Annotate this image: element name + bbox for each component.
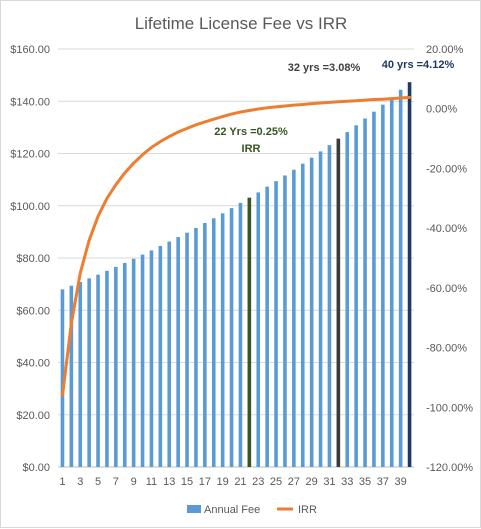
bar-annual-fee (381, 104, 385, 468)
bar-annual-fee (256, 192, 261, 467)
x-tick-label: 39 (395, 476, 407, 488)
bar-annual-fee (398, 89, 403, 467)
x-tick-label: 27 (288, 476, 300, 488)
y-left-tick-label: $0.00 (22, 462, 50, 474)
y-left-tick-label: $120.00 (10, 149, 50, 161)
right-axis-labels: -120.00% -100.00% -80.00% -60.00% -40.00% -20… (426, 44, 473, 474)
bar-annual-fee (372, 111, 376, 467)
x-tick-label: 37 (377, 476, 389, 488)
x-tick-label: 31 (323, 476, 335, 488)
bar-annual-fee (354, 125, 358, 467)
bar-annual-fee (78, 282, 83, 467)
x-tick-label: 17 (199, 476, 211, 488)
y-left-tick-label: $100.00 (10, 201, 50, 213)
annotation-label: IRR (242, 143, 261, 155)
irr-line-group (61, 95, 412, 397)
x-axis-labels: 1 3 5 7 9 11 13 15 17 19 21 23 25 27 29 31 33 35 37 39 (59, 476, 406, 488)
y-right-tick-label: -100.00% (426, 402, 473, 414)
x-tick-label: 21 (234, 476, 246, 488)
annotation-label: 22 Yrs =0.25% (214, 126, 288, 138)
bar-annual-fee (185, 232, 189, 467)
legend-label-irr: IRR (298, 504, 317, 516)
x-tick-label: 25 (270, 476, 282, 488)
bar-annual-fee (69, 285, 74, 467)
legend-label-annual-fee: Annual Fee (204, 504, 260, 516)
bar-annual-fee (158, 245, 163, 467)
y-left-tick-label: $60.00 (16, 305, 50, 317)
bar-annual-fee (176, 237, 180, 467)
bar-annual-fee (87, 278, 91, 467)
x-tick-label: 29 (306, 476, 318, 488)
bar-annual-fee (60, 289, 65, 467)
bar-annual-fee (336, 138, 341, 467)
x-tick-label: 33 (341, 476, 353, 488)
bar-annual-fee (203, 222, 207, 467)
x-tick-label: 13 (163, 476, 175, 488)
bar-annual-fee (407, 82, 412, 468)
annotation-label: 32 yrs =3.08% (288, 62, 361, 74)
annotation-label: 40 yrs =4.12% (382, 59, 455, 71)
bar-annual-fee (149, 250, 154, 467)
bar-annual-fee (114, 266, 118, 467)
x-tick-label: 9 (131, 476, 137, 488)
bar-annual-fee (318, 151, 323, 467)
x-tick-label: 19 (217, 476, 229, 488)
y-left-tick-label: $40.00 (16, 358, 50, 370)
y-right-tick-label: -40.00% (426, 223, 467, 235)
annotations: 22 Yrs =0.25% IRR 32 yrs =3.08% 40 yrs =4.1… (214, 59, 454, 155)
bars-group (60, 82, 412, 468)
x-tick-label: 15 (181, 476, 193, 488)
bar-annual-fee (220, 213, 225, 467)
legend: Annual Fee IRR (187, 504, 317, 516)
x-tick-label: 35 (359, 476, 371, 488)
bar-annual-fee (131, 258, 136, 467)
bar-annual-fee (247, 197, 252, 467)
bar-annual-fee (389, 97, 394, 468)
bar-annual-fee (300, 163, 305, 467)
x-tick-label: 7 (113, 476, 119, 488)
x-tick-label: 3 (77, 476, 83, 488)
bar-annual-fee (105, 270, 109, 467)
irr-line (61, 95, 412, 397)
y-left-tick-label: $80.00 (16, 253, 50, 265)
bar-annual-fee (122, 262, 127, 467)
bar-annual-fee (309, 157, 314, 467)
bar-annual-fee (327, 145, 332, 467)
x-tick-label: 1 (59, 476, 65, 488)
y-right-tick-label: -20.00% (426, 163, 467, 175)
bar-annual-fee (194, 227, 198, 467)
y-left-tick-label: $160.00 (10, 44, 50, 56)
y-right-tick-label: 20.00% (426, 44, 464, 56)
y-right-tick-label: 0.00% (426, 104, 457, 116)
bar-annual-fee (229, 208, 234, 467)
bar-annual-fee (211, 218, 216, 467)
bar-annual-fee (292, 169, 296, 467)
bar-annual-fee (363, 118, 367, 468)
bar-annual-fee (283, 175, 287, 467)
bar-annual-fee (265, 186, 269, 467)
y-right-tick-label: -120.00% (426, 462, 473, 474)
x-tick-label: 23 (252, 476, 264, 488)
legend-swatch-annual-fee (187, 505, 201, 513)
bar-annual-fee (345, 132, 350, 467)
bar-annual-fee (96, 274, 100, 467)
bar-annual-fee (140, 254, 145, 467)
bar-annual-fee (238, 202, 243, 467)
chart-title: Lifetime License Fee vs IRR (135, 14, 348, 33)
bar-annual-fee (167, 241, 172, 467)
y-left-tick-label: $20.00 (16, 410, 50, 422)
x-tick-label: 5 (95, 476, 101, 488)
left-axis-labels: $0.00 $20.00 $40.00 $60.00 $80.00 $100.00 $120… (10, 44, 50, 474)
y-left-tick-label: $140.00 (10, 96, 50, 108)
y-right-tick-label: -60.00% (426, 283, 467, 295)
x-tick-label: 11 (146, 476, 157, 488)
bar-annual-fee (274, 181, 278, 467)
y-right-tick-label: -80.00% (426, 343, 467, 355)
